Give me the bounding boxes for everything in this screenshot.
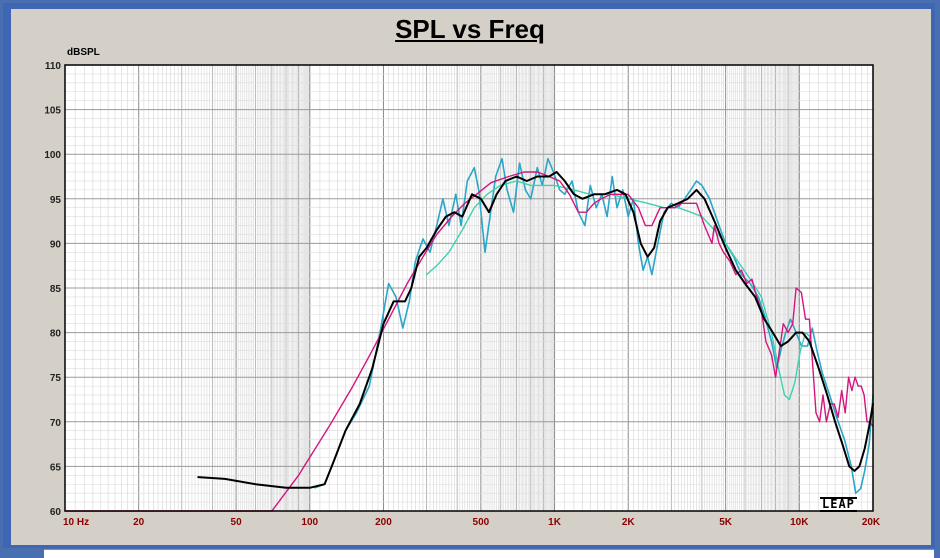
x-tick-label: 20K — [862, 517, 881, 528]
x-tick-label: 20 — [133, 517, 145, 528]
x-tick-label: 200 — [375, 517, 392, 528]
y-tick-label: 70 — [50, 418, 62, 429]
series-group — [64, 157, 874, 512]
y-tick-label: 90 — [50, 239, 62, 250]
y-axis-ticks: 60 65 70 75 80 85 90 95 100 105 110 — [44, 61, 61, 518]
bottom-strip — [44, 549, 934, 558]
y-tick-label: 75 — [50, 373, 62, 384]
x-tick-label: 50 — [231, 517, 243, 528]
x-tick-label: 2K — [622, 517, 636, 528]
y-tick-label: 105 — [44, 106, 61, 117]
x-tick-label: 10K — [790, 517, 809, 528]
y-axis-label: dBSPL — [67, 47, 100, 58]
x-tick-label: 10 Hz — [63, 517, 89, 528]
y-tick-label: 110 — [45, 61, 62, 72]
y-tick-label: 100 — [44, 150, 61, 161]
y-tick-label: 95 — [50, 195, 62, 206]
y-tick-label: 85 — [50, 284, 62, 295]
series-line-4 — [197, 171, 874, 489]
chart-title: SPL vs Freq — [395, 14, 545, 44]
x-tick-label: 5K — [719, 517, 733, 528]
series-line-3 — [64, 171, 874, 512]
x-tick-label: 100 — [301, 517, 318, 528]
x-tick-label: 500 — [473, 517, 490, 528]
y-tick-label: 80 — [50, 329, 62, 340]
x-tick-label: 1K — [548, 517, 562, 528]
grid — [64, 64, 874, 512]
leap-logo: LEAP — [820, 497, 857, 512]
plot-border — [64, 64, 874, 512]
y-tick-label: 65 — [50, 462, 62, 473]
y-tick-label: 60 — [50, 507, 62, 518]
x-axis-ticks: 10 Hz 20 50 100 200 500 1K 2K 5K 10K 20K — [63, 517, 881, 528]
